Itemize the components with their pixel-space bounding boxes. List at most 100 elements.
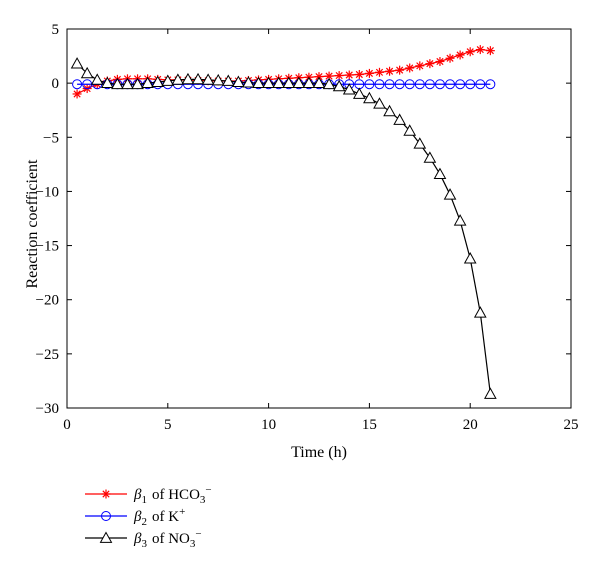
y-tick-label: −30 [36,401,59,417]
asterisk-marker [455,50,465,60]
triangle-marker [433,167,447,180]
triangle-marker [352,87,366,99]
legend-symbol: β [133,487,142,503]
legend-item-3: β3 of NO3− [85,528,202,550]
legend-ion-subscript: 3 [190,538,196,550]
legend-label: β3 of NO3− [133,528,202,550]
asterisk-marker [445,53,455,63]
circle-marker [364,79,375,90]
legend: β1 of HCO3−β2 of K+β3 of NO3− [85,484,212,550]
asterisk-stroke [436,57,444,66]
triangle-marker [242,76,255,88]
triangle-marker [443,188,457,200]
series-3 [70,57,497,399]
legend-label: β1 of HCO3− [133,484,212,506]
asterisk-stroke [365,69,374,78]
asterisk-marker [374,67,384,77]
asterisk-marker [465,47,475,57]
asterisk-marker [415,61,425,71]
asterisk-stroke [102,490,110,498]
triangle-marker [151,75,165,87]
circle-marker [445,79,456,90]
x-tick-label: 10 [261,417,276,433]
asterisk-stroke [456,51,464,59]
triangle-marker [211,73,225,86]
triangle-marker [272,76,286,89]
x-tick-label: 25 [564,417,579,433]
triangle-marker [232,75,245,87]
circle-marker [424,79,435,90]
triangle-marker [262,76,275,89]
legend-subscript: 1 [141,494,147,506]
triangle-marker [302,76,316,89]
legend-symbol: β [133,531,142,547]
asterisk-stroke [426,60,434,68]
asterisk-stroke [345,71,353,79]
asterisk-stroke [385,67,394,75]
circle-marker [465,79,476,90]
y-tick-label: −25 [36,347,59,363]
y-tick-label: 0 [52,76,60,92]
series-layer [70,45,497,399]
series-1 [72,45,495,99]
asterisk-stroke [446,54,454,62]
legend-item-1: β1 of HCO3− [85,484,212,506]
asterisk-stroke [375,68,384,76]
circle-marker [394,79,405,90]
asterisk-marker [475,45,485,55]
triangle-marker [90,73,104,85]
y-tick-label: −20 [36,293,59,309]
triangle-marker [201,73,215,85]
circle-marker [101,511,111,521]
triangle-marker [322,77,336,90]
y-tick-label: −10 [36,184,59,200]
legend-symbol: β [133,509,142,525]
triangle-marker [453,214,467,226]
circle-marker [404,79,415,90]
legend-item-2: β2 of K+ [85,506,185,528]
x-tick-label: 20 [463,417,478,433]
triangle-marker [100,76,114,89]
circle-marker [384,79,395,90]
x-axis-title: Time (h) [291,444,347,461]
legend-ion-charge: − [205,484,211,496]
triangle-marker [373,97,386,109]
triangle-marker [121,77,134,90]
asterisk-stroke [466,48,474,56]
legend-subscript: 3 [141,538,147,550]
legend-ion-subscript: 3 [200,494,206,506]
legend-subscript: 2 [141,516,147,528]
triangle-marker [131,77,144,90]
asterisk-stroke [355,70,363,79]
triangle-marker [292,76,306,89]
triangle-marker [463,252,477,264]
triangle-marker [403,124,417,136]
asterisk-stroke [325,72,333,80]
triangle-marker [473,306,487,318]
triangle-marker [363,91,376,104]
asterisk-marker [405,63,415,73]
triangle-marker [282,76,296,89]
asterisk-marker [72,89,82,99]
y-axis-title: Reaction coefficient [24,159,41,289]
legend-label: β2 of K+ [133,506,185,528]
plot-area: 0 5 10 15 20 25 5 0 −5 −10 −15 −20 −25 −30 [36,22,579,433]
circle-marker [414,79,425,90]
asterisk-marker [344,70,354,80]
axis-ticks: 0 5 10 15 20 25 5 0 −5 −10 −15 −20 −25 −30 [36,22,579,433]
asterisk-stroke [396,66,404,74]
circle-marker [455,79,466,90]
asterisk-marker [334,71,344,81]
triangle-marker [484,387,497,399]
triangle-marker [312,76,326,89]
triangle-marker [181,72,195,85]
triangle-marker [332,79,346,92]
x-tick-label: 0 [63,417,71,433]
circle-marker [475,79,486,90]
legend-ion-charge: − [195,528,201,540]
asterisk-stroke [476,45,484,54]
triangle-marker [383,104,396,117]
triangle-marker [252,76,265,89]
asterisk-stroke [406,64,414,72]
